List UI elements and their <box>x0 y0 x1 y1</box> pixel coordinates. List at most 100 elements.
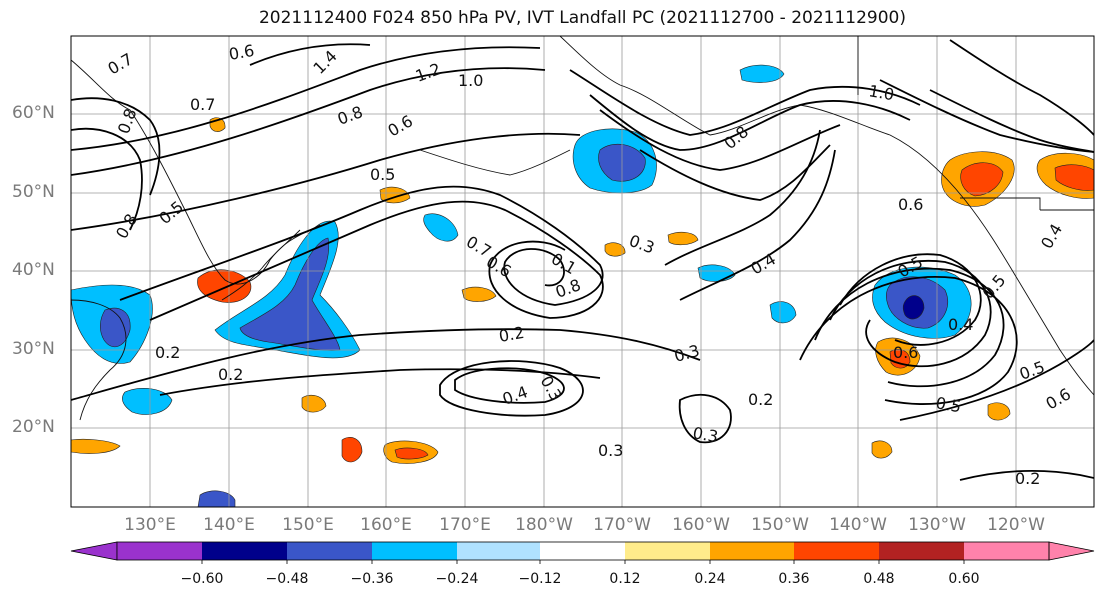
contour-label: 0.6 <box>227 41 255 64</box>
map-title: 2021112400 F024 850 hPa PV, IVT Landfall… <box>258 8 906 28</box>
map-frame <box>70 35 1095 508</box>
contour-label: 0.8 <box>335 102 365 129</box>
pv-negative-region <box>902 295 925 320</box>
lon-label: 170°E <box>439 515 491 535</box>
contour-label: 0.5 <box>155 197 187 228</box>
contour-line <box>71 67 546 176</box>
colorbar-segment <box>372 542 457 560</box>
contour-line <box>959 469 1094 481</box>
pv-positive-region <box>960 162 1004 197</box>
contour-line <box>249 43 371 66</box>
contour-label: 0.2 <box>1015 469 1040 488</box>
pv-positive-region <box>871 440 893 459</box>
contour-line <box>678 393 732 444</box>
colorbar-label: −0.36 <box>350 571 394 587</box>
contour-line <box>149 200 604 321</box>
pv-positive-region <box>301 394 327 413</box>
pv-negative-region <box>739 64 785 83</box>
contour-label: 0.6 <box>385 111 417 140</box>
pv-positive-region <box>394 447 429 460</box>
coastline-korea-china <box>71 299 127 421</box>
contour-label: 0.7 <box>105 49 137 78</box>
contour-line <box>569 69 921 136</box>
contour-label: 1.4 <box>309 46 340 77</box>
colorbar-label: −0.12 <box>518 571 562 587</box>
contour-label: 0.3 <box>598 441 623 460</box>
lon-label: 140°E <box>203 515 255 535</box>
lon-label: 150°E <box>282 515 334 535</box>
contour-line <box>949 39 1094 136</box>
pv-negative-region <box>197 490 236 507</box>
coastline-north-america <box>964 199 1094 396</box>
colorbar-segment <box>117 542 202 560</box>
lat-label: 20°N <box>12 417 55 437</box>
colorbar-segment <box>879 542 964 560</box>
colorbar-segment <box>457 542 540 560</box>
coastline-asia <box>71 59 321 285</box>
contour-label: 0.7 <box>190 95 215 114</box>
colorbar-label: −0.24 <box>435 571 479 587</box>
lat-label: 50°N <box>12 182 55 202</box>
contour-label: 1.0 <box>867 81 895 104</box>
coastline-japan <box>221 229 301 301</box>
contour-label: 0.3 <box>537 373 566 405</box>
contour-label: 0.5 <box>1017 357 1047 384</box>
contour-line <box>71 328 701 401</box>
contour-line <box>599 109 841 171</box>
colorbar-label: −0.60 <box>180 571 224 587</box>
colorbar-label: 0.12 <box>609 571 641 587</box>
colorbar-segment <box>202 542 287 560</box>
lon-label: 130°W <box>908 515 966 535</box>
contour-line <box>899 339 1094 421</box>
contour-line <box>454 367 565 404</box>
contour-line <box>439 360 584 417</box>
lon-label: 120°W <box>987 515 1045 535</box>
lon-label: 140°W <box>829 515 887 535</box>
colorbar-segment <box>625 542 710 560</box>
contour-label: 0.4 <box>748 249 780 278</box>
pv-positive-region <box>987 402 1011 421</box>
contour-label: 0.2 <box>155 343 180 362</box>
pv-positive-region <box>461 286 497 302</box>
contour-label: 0.4 <box>500 382 530 409</box>
pv-negative-region <box>769 301 797 324</box>
pv-negative-region <box>239 237 341 351</box>
coastlines <box>71 36 1094 421</box>
contour-label: 0.4 <box>1037 220 1066 252</box>
contour-line <box>664 129 821 266</box>
contour-label: 0.3 <box>672 341 702 366</box>
contour-line <box>119 185 604 306</box>
ivt-contours <box>71 39 1094 481</box>
pv-negative-region <box>697 264 736 282</box>
contour-label: 0.8 <box>553 275 583 302</box>
lat-label: 30°N <box>12 339 55 359</box>
lon-label: 160°E <box>360 515 412 535</box>
pv-positive-region <box>667 231 699 246</box>
contour-line <box>71 46 541 151</box>
colorbar-label: 0.36 <box>778 571 810 587</box>
colorbar <box>70 541 1095 564</box>
contour-line <box>879 79 1094 153</box>
contour-label: 0.3 <box>691 423 719 446</box>
contour-line <box>829 260 992 368</box>
lat-label: 40°N <box>12 260 55 280</box>
pv-positive-region <box>1054 164 1094 191</box>
contour-label: 0.2 <box>748 390 773 409</box>
pv-positive-region <box>341 437 363 463</box>
coastline-alaska <box>559 36 966 201</box>
pv-negative-region <box>122 387 173 415</box>
contour-line <box>799 276 1018 405</box>
colorbar-frame <box>116 541 1050 561</box>
colorbar-label: 0.60 <box>948 571 980 587</box>
colorbar-segment <box>964 542 1049 560</box>
contour-label: 0.4 <box>948 315 973 334</box>
contour-label: 0.6 <box>893 343 918 362</box>
contour-line <box>71 127 143 231</box>
contour-label: 0.6 <box>898 195 923 214</box>
coastline-aleutians <box>419 149 571 176</box>
colorbar-over-triangle <box>1048 541 1095 561</box>
contour-line <box>71 97 161 196</box>
border-canada-us <box>857 36 1094 211</box>
colorbar-segment <box>540 542 625 560</box>
pv-negative-region <box>100 307 131 348</box>
